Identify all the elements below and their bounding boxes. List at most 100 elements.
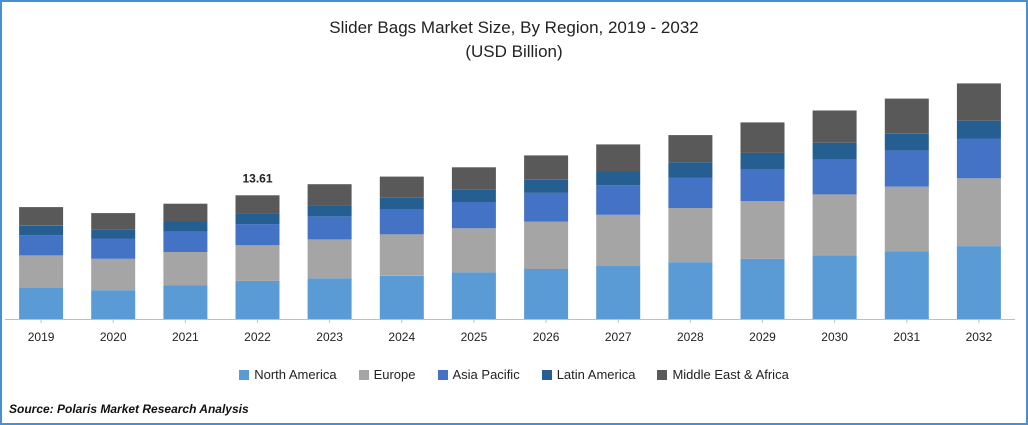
x-tick-label-2027: 2027 bbox=[605, 330, 632, 344]
bar-segment-2027-2 bbox=[596, 185, 641, 215]
bar-segment-2019-0 bbox=[19, 287, 64, 319]
bar-segment-2023-1 bbox=[307, 239, 352, 279]
x-tick-label-2024: 2024 bbox=[388, 330, 415, 344]
bar-segment-2025-4 bbox=[451, 167, 496, 190]
x-tick-label-2030: 2030 bbox=[821, 330, 848, 344]
legend-label: Europe bbox=[373, 367, 416, 382]
bar-segment-2026-3 bbox=[524, 179, 569, 193]
source-note: Source: Polaris Market Research Analysis bbox=[9, 402, 249, 416]
bar-segment-2030-0 bbox=[812, 255, 857, 319]
chart-title: Slider Bags Market Size, By Region, 2019… bbox=[329, 18, 699, 37]
data-label-2022: 13.61 bbox=[242, 171, 272, 185]
bar-segment-2030-3 bbox=[812, 142, 857, 160]
bar-segment-2025-2 bbox=[451, 202, 496, 229]
bar-segment-2025-1 bbox=[451, 228, 496, 273]
bar-segment-2024-4 bbox=[379, 176, 424, 198]
bar-segment-2023-4 bbox=[307, 184, 352, 206]
chart-subtitle: (USD Billion) bbox=[465, 42, 563, 61]
bar-segment-2026-1 bbox=[524, 221, 569, 269]
bar-segment-2020-0 bbox=[91, 290, 136, 319]
legend-swatch bbox=[437, 369, 448, 380]
bar-segment-2027-1 bbox=[596, 214, 641, 266]
bar-segment-2024-2 bbox=[379, 209, 424, 235]
bar-segment-2020-4 bbox=[91, 213, 136, 230]
bar-segment-2028-2 bbox=[668, 177, 713, 208]
bar-segment-2022-2 bbox=[235, 224, 280, 246]
legend-label: Asia Pacific bbox=[452, 367, 520, 382]
bar-segment-2022-0 bbox=[235, 280, 280, 319]
bar-segment-2029-3 bbox=[740, 152, 785, 169]
bar-segment-2026-2 bbox=[524, 192, 569, 222]
bar-segment-2021-2 bbox=[163, 231, 208, 252]
bar-segment-2028-3 bbox=[668, 162, 713, 178]
legend-item-0: North America bbox=[239, 367, 337, 382]
x-tick-label-2026: 2026 bbox=[533, 330, 560, 344]
bar-segment-2029-4 bbox=[740, 122, 785, 153]
x-tick-label-2020: 2020 bbox=[100, 330, 127, 344]
bar-segment-2028-4 bbox=[668, 135, 713, 163]
bar-segment-2029-0 bbox=[740, 258, 785, 319]
bar-segment-2019-4 bbox=[19, 207, 64, 226]
bar-segment-2019-1 bbox=[19, 255, 64, 288]
x-tick-label-2032: 2032 bbox=[966, 330, 993, 344]
chart-legend: North America Europe Asia Pacific Latin Ame… bbox=[0, 367, 1028, 382]
bar-segment-2032-1 bbox=[956, 178, 1001, 247]
legend-item-2: Asia Pacific bbox=[437, 367, 520, 382]
legend-label: Latin America bbox=[556, 367, 636, 382]
bar-segment-2032-4 bbox=[956, 83, 1001, 121]
bar-segment-2021-4 bbox=[163, 203, 208, 222]
bar-segment-2020-3 bbox=[91, 229, 136, 239]
x-tick-label-2031: 2031 bbox=[893, 330, 920, 344]
bar-segment-2020-1 bbox=[91, 258, 136, 291]
bar-segment-2024-0 bbox=[379, 275, 424, 319]
bar-segment-2029-1 bbox=[740, 201, 785, 259]
legend-swatch bbox=[541, 369, 552, 380]
bar-segment-2027-0 bbox=[596, 265, 641, 319]
bar-segment-2031-1 bbox=[884, 186, 929, 252]
bar-segment-2028-1 bbox=[668, 208, 713, 263]
bar-segment-2031-4 bbox=[884, 98, 929, 134]
bar-segment-2030-4 bbox=[812, 110, 857, 143]
x-tick-label-2019: 2019 bbox=[28, 330, 55, 344]
bar-segment-2030-2 bbox=[812, 159, 857, 195]
bar-segment-2030-1 bbox=[812, 194, 857, 256]
bar-segment-2021-0 bbox=[163, 285, 208, 319]
x-tick-label-2021: 2021 bbox=[172, 330, 199, 344]
bar-segment-2032-0 bbox=[956, 246, 1001, 319]
bar-segment-2032-2 bbox=[956, 138, 1001, 179]
bar-segment-2021-1 bbox=[163, 252, 208, 286]
bar-segment-2027-4 bbox=[596, 144, 641, 172]
bar-segment-2032-3 bbox=[956, 120, 1001, 139]
bar-segment-2028-0 bbox=[668, 262, 713, 319]
bar-segment-2026-0 bbox=[524, 269, 569, 319]
bar-segment-2021-3 bbox=[163, 221, 208, 232]
bar-segment-2020-2 bbox=[91, 238, 136, 259]
bar-segment-2027-3 bbox=[596, 171, 641, 186]
bar-segment-2019-2 bbox=[19, 235, 64, 256]
bar-segment-2023-2 bbox=[307, 216, 352, 240]
x-tick-label-2025: 2025 bbox=[461, 330, 488, 344]
bar-segment-2022-4 bbox=[235, 195, 280, 214]
x-tick-label-2023: 2023 bbox=[316, 330, 343, 344]
legend-swatch bbox=[239, 369, 250, 380]
legend-label: Middle East & Africa bbox=[672, 367, 789, 382]
bar-segment-2025-3 bbox=[451, 189, 496, 202]
x-tick-label-2029: 2029 bbox=[749, 330, 776, 344]
legend-item-3: Latin America bbox=[541, 367, 636, 382]
legend-item-4: Middle East & Africa bbox=[657, 367, 789, 382]
bar-segment-2025-0 bbox=[451, 272, 496, 319]
legend-swatch bbox=[657, 369, 668, 380]
legend-item-1: Europe bbox=[358, 367, 416, 382]
bar-segment-2029-2 bbox=[740, 169, 785, 202]
bar-segment-2019-3 bbox=[19, 225, 64, 236]
x-tick-label-2028: 2028 bbox=[677, 330, 704, 344]
legend-swatch bbox=[358, 369, 369, 380]
bar-segment-2023-3 bbox=[307, 205, 352, 217]
bar-segment-2024-1 bbox=[379, 234, 424, 276]
bar-segment-2031-3 bbox=[884, 133, 929, 151]
legend-label: North America bbox=[254, 367, 337, 382]
bar-segment-2022-3 bbox=[235, 213, 280, 225]
x-tick-label-2022: 2022 bbox=[244, 330, 271, 344]
bar-segment-2022-1 bbox=[235, 245, 280, 281]
